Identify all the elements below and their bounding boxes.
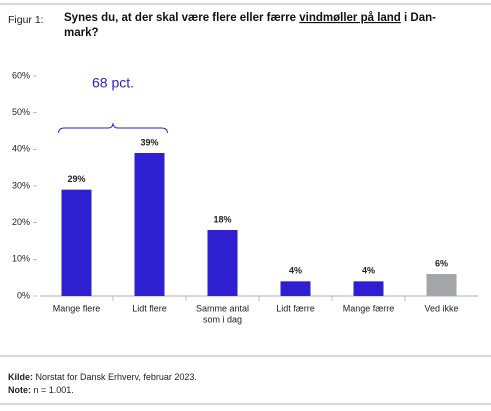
x-tick-label: Lidt flere (132, 303, 167, 313)
source-label: Kilde: (8, 372, 33, 382)
brace (58, 122, 168, 134)
x-tick-label: som i dag (203, 314, 242, 324)
y-tick-label: 40% (12, 144, 30, 154)
y-tick-label: 30% (12, 180, 30, 190)
y-tick-label: 60% (12, 70, 30, 80)
y-tick-label: 0% (17, 290, 30, 300)
bar (353, 281, 384, 296)
chart-title: mark? (64, 27, 99, 39)
bar (426, 274, 457, 296)
title-part: Synes du, at der skal være flere eller f… (64, 12, 299, 24)
source-text: Norstat for Dansk Erhverv, februar 2023. (33, 372, 197, 382)
figure-label: Figur 1: (8, 14, 44, 26)
title-part: vindmøller på land (299, 12, 401, 24)
note-text: n = 1.001. (31, 385, 74, 395)
y-tick-label: 50% (12, 107, 30, 117)
bar (280, 281, 311, 296)
note: Note: n = 1.001. (8, 385, 74, 395)
x-tick-label: Mange flere (53, 303, 101, 313)
chart-title: Synes du, at der skal være flere eller f… (64, 12, 436, 24)
value-label: 18% (213, 214, 231, 224)
x-tick-label: Mange færre (343, 303, 395, 313)
value-label: 39% (140, 137, 158, 147)
value-label: 6% (435, 258, 448, 268)
bar (134, 153, 165, 296)
value-label: 29% (67, 174, 85, 184)
y-tick-label: 10% (12, 254, 30, 264)
value-label: 4% (362, 266, 375, 276)
x-tick-label: Ved ikke (424, 303, 458, 313)
bar (207, 230, 238, 296)
annotation: 68 pct. (92, 75, 134, 91)
x-tick-label: Samme antal (196, 303, 249, 313)
note-label: Note: (8, 385, 31, 395)
bar (61, 189, 92, 296)
title-part: i Dan- (401, 12, 436, 24)
source: Kilde: Norstat for Dansk Erhverv, februa… (8, 372, 197, 382)
value-label: 4% (289, 266, 302, 276)
x-tick-label: Lidt færre (276, 303, 315, 313)
y-tick-label: 20% (12, 217, 30, 227)
